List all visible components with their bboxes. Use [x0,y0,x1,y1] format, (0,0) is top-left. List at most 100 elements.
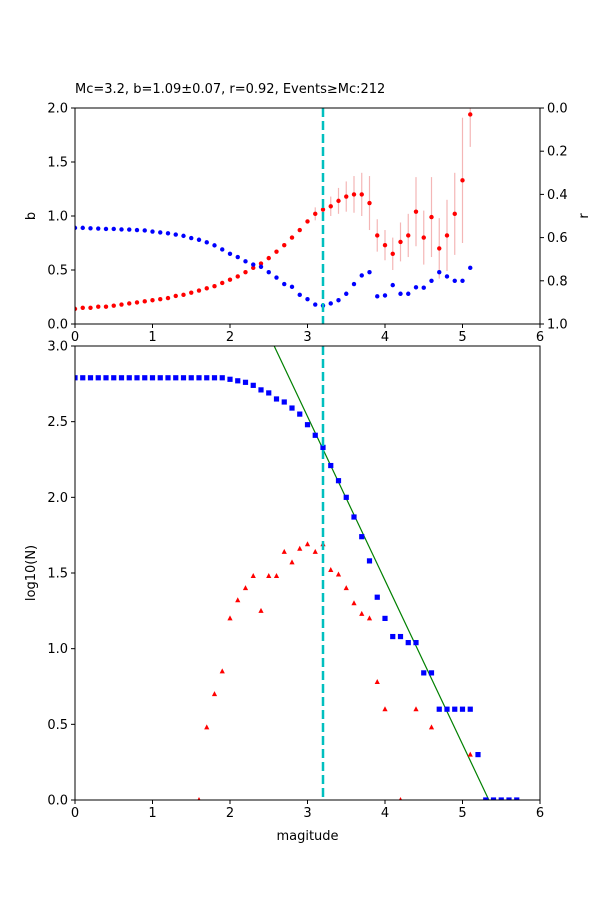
b-point [274,249,279,254]
cumulative-point [421,670,427,676]
y-tick-label: 3.0 [47,340,68,355]
r-point [444,274,450,279]
r-point [196,237,202,242]
cumulative-point [304,422,311,428]
b-point [468,112,473,117]
r-point [212,243,217,248]
cumulative-point [173,375,179,381]
r-point [173,232,178,237]
noncumulative-point [227,615,233,621]
cumulative-point [397,633,404,640]
r-point [421,285,426,290]
noncumulative-point [328,566,334,572]
b-point [421,235,426,240]
r-point [165,231,171,236]
y-tick-label: 2.0 [47,102,68,117]
b-point [413,209,419,214]
y-right-tick-label: 0.4 [547,188,568,203]
b-point [96,304,101,309]
b-point [320,207,326,212]
cumulative-point [242,379,249,385]
b-point [452,211,457,217]
r-point [452,278,457,283]
r-point [460,278,465,283]
b-point [390,251,395,256]
noncumulative-point [374,678,380,684]
r-point [398,291,403,296]
cumulative-point [459,706,466,712]
cumulative-point [374,594,380,600]
cumulative-point [211,375,218,381]
noncumulative-point [297,545,303,551]
cumulative-point [142,375,148,381]
x-tick-label: 3 [303,330,311,345]
noncumulative-point [211,691,218,697]
cumulative-point [103,375,109,381]
cumulative-point [405,640,411,646]
noncumulative-point [398,797,403,800]
x-tick-label: 4 [381,806,389,821]
x-tick-label: 6 [536,806,544,821]
y-axis-label: log10(N) [24,545,39,601]
y-right-tick-label: 0.0 [547,102,568,117]
r-point [266,269,271,275]
b-point [119,302,124,307]
r-point [359,273,364,278]
x-axis-label: magitude [276,829,338,844]
r-point [127,227,132,232]
noncumulative-point [250,573,256,579]
r-point [382,293,388,298]
b-point [212,284,217,289]
x-tick-label: 0 [71,330,79,345]
y-axis-label: b [24,212,39,220]
x-tick-label: 0 [71,806,79,821]
cumulative-point [475,752,481,758]
cumulative-point [80,375,86,381]
b-point [406,233,411,238]
cumulative-point [506,797,512,800]
cumulative-point [436,706,442,712]
cumulative-point [111,375,117,381]
cumulative-point [328,462,334,469]
cumulative-point [227,376,233,382]
chart-title: Mc=3.2, b=1.09±0.07, r=0.92, Events≥Mc:2… [75,82,385,97]
cumulative-point [149,375,156,381]
r-point [328,301,333,306]
noncumulative-point [382,706,388,712]
cumulative-point [273,396,280,402]
cumulative-point [428,670,435,676]
r-point [103,226,109,232]
b-point [165,295,171,301]
y-tick-label: 0.5 [47,718,68,733]
y-right-tick-label: 0.6 [547,231,568,246]
noncumulative-point [312,548,318,554]
cumulative-point [165,375,171,381]
r-point [437,269,442,275]
r-point [181,233,186,239]
cumulative-point [188,375,194,381]
cumulative-point [382,615,388,621]
r-point [274,275,279,280]
r-point [227,251,233,256]
y-right-tick-label: 1.0 [547,318,568,333]
b-point [111,303,116,308]
r-point [158,230,163,235]
noncumulative-point [428,724,435,730]
b-point [142,299,147,304]
r-point [367,269,372,275]
r-point [75,225,78,231]
b-point [196,288,202,293]
b-point [158,296,163,302]
cumulative-point [180,375,187,381]
noncumulative-point [266,573,272,579]
noncumulative-point [197,797,201,800]
cumulative-point [359,534,365,540]
noncumulative-point [413,706,419,712]
r-point [429,278,434,283]
b-point [251,265,256,271]
b-point [359,192,364,197]
cumulative-point [126,375,132,381]
cumulative-point [335,478,342,484]
cumulative-point [118,375,125,381]
cumulative-point [281,399,287,405]
